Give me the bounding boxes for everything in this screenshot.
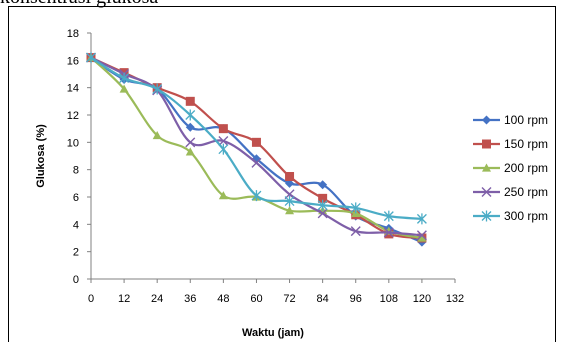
x-tick-label: 132 bbox=[446, 293, 464, 305]
y-tick-label: 2 bbox=[73, 247, 79, 259]
legend-marker bbox=[482, 115, 491, 125]
x-axis-title: Waktu (jam) bbox=[242, 327, 304, 339]
x-tick-label: 0 bbox=[88, 293, 94, 305]
y-axis-title: Glukosa (%) bbox=[35, 124, 47, 188]
data-point-250-rpm bbox=[185, 137, 196, 148]
legend-item-150-rpm: 150 rpm bbox=[473, 137, 548, 151]
top-caption: konsentrasi glukosa bbox=[0, 0, 578, 10]
data-point-300-rpm bbox=[251, 190, 262, 202]
data-point-250-rpm bbox=[317, 208, 328, 219]
data-point-150-rpm bbox=[218, 124, 228, 134]
y-tick-label: 8 bbox=[73, 165, 79, 177]
data-point-200-rpm bbox=[285, 206, 295, 215]
legend-marker bbox=[482, 163, 491, 172]
x-tick-label: 108 bbox=[380, 293, 398, 305]
data-point-150-rpm bbox=[185, 96, 195, 106]
y-tick-label: 6 bbox=[73, 192, 79, 204]
legend-item-100-rpm: 100 rpm bbox=[473, 113, 548, 127]
series-layer bbox=[86, 52, 427, 247]
x-tick-label: 48 bbox=[217, 293, 229, 305]
series-line-100-rpm bbox=[90, 56, 423, 244]
data-point-300-rpm bbox=[284, 195, 295, 207]
data-point-200-rpm bbox=[185, 147, 195, 156]
x-tick-label: 120 bbox=[413, 293, 431, 305]
x-tick-label: 36 bbox=[184, 293, 196, 305]
chart-frame bbox=[8, 6, 556, 342]
data-point-300-rpm bbox=[218, 143, 229, 155]
data-point-300-rpm bbox=[86, 52, 96, 64]
data-point-300-rpm bbox=[416, 213, 427, 225]
data-point-250-rpm bbox=[416, 230, 427, 241]
data-point-100-rpm bbox=[285, 178, 295, 188]
legend-label: 100 rpm bbox=[504, 113, 548, 127]
legend-label: 200 rpm bbox=[504, 161, 548, 175]
x-tick-label: 96 bbox=[350, 293, 362, 305]
data-point-200-rpm bbox=[218, 191, 228, 200]
x-tick-label: 24 bbox=[151, 293, 163, 305]
data-point-300-rpm bbox=[119, 72, 130, 84]
x-tick-label: 72 bbox=[283, 293, 295, 305]
x-tick-label: 12 bbox=[118, 293, 130, 305]
y-tick-label: 0 bbox=[73, 274, 79, 286]
legend-marker bbox=[482, 139, 491, 149]
legend-marker bbox=[481, 210, 492, 222]
data-point-150-rpm bbox=[285, 172, 295, 181]
series-300-rpm bbox=[86, 52, 427, 225]
legend-label: 300 rpm bbox=[504, 209, 548, 223]
y-tick-label: 16 bbox=[67, 55, 79, 67]
data-point-300-rpm bbox=[185, 109, 196, 121]
legend-label: 150 rpm bbox=[504, 137, 548, 151]
legend-label: 250 rpm bbox=[504, 185, 548, 199]
y-tick-label: 4 bbox=[73, 219, 79, 231]
data-point-100-rpm bbox=[185, 122, 195, 132]
data-point-200-rpm bbox=[152, 131, 162, 140]
legend-marker bbox=[481, 187, 492, 197]
x-tick-label: 84 bbox=[317, 293, 329, 305]
data-point-300-rpm bbox=[383, 210, 394, 222]
legend-item-300-rpm: 300 rpm bbox=[473, 209, 548, 223]
data-point-250-rpm bbox=[350, 226, 361, 237]
data-point-150-rpm bbox=[318, 193, 328, 203]
data-point-300-rpm bbox=[350, 202, 361, 214]
x-tick-label: 60 bbox=[250, 293, 262, 305]
y-tick-label: 12 bbox=[67, 110, 79, 122]
data-point-200-rpm bbox=[417, 233, 427, 242]
legend-item-200-rpm: 200 rpm bbox=[473, 161, 548, 175]
data-point-250-rpm bbox=[251, 157, 262, 168]
data-point-250-rpm bbox=[383, 227, 394, 238]
chart-legend: 100 rpm 150 rpm 200 rpm 250 rpm 300 rpm bbox=[473, 113, 548, 223]
data-point-200-rpm bbox=[119, 84, 129, 93]
data-point-100-rpm bbox=[318, 180, 328, 190]
y-tick-label: 14 bbox=[67, 83, 79, 95]
data-point-300-rpm bbox=[317, 199, 328, 211]
data-point-150-rpm bbox=[251, 137, 261, 147]
y-tick-label: 10 bbox=[67, 137, 79, 149]
legend-item-250-rpm: 250 rpm bbox=[473, 185, 548, 199]
data-point-300-rpm bbox=[152, 83, 163, 95]
y-tick-label: 18 bbox=[67, 28, 79, 40]
